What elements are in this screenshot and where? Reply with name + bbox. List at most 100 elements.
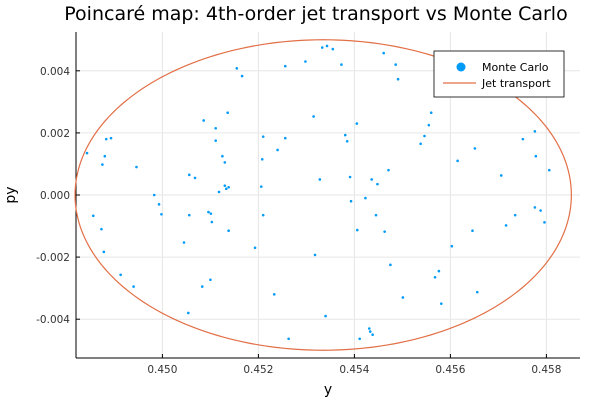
monte-carlo-point [223,161,227,164]
monte-carlo-point [547,168,551,172]
monte-carlo-point [187,213,191,217]
x-tick-label: 0.452 [243,364,273,376]
x-tick-label: 0.458 [531,364,561,376]
y-tick-label: 0.002 [40,128,70,140]
monte-carlo-point [371,333,374,337]
monte-carlo-point [320,46,324,49]
monte-carlo-point [200,285,204,288]
monte-carlo-point [187,311,190,315]
monte-carlo-point [423,134,426,138]
legend-marker-monte-carlo [456,62,466,72]
monte-carlo-point [368,330,372,333]
legend-box [433,50,565,98]
monte-carlo-point [437,269,441,273]
y-ticks: -0.004 -0.002 0.000 0.002 0.004 [36,66,80,326]
monte-carlo-point [104,137,108,141]
chart-title: Poincaré map: 4th-order jet transport vs… [64,3,567,25]
monte-carlo-point [521,137,525,141]
monte-carlo-point [387,168,390,172]
monte-carlo-point [499,174,503,177]
monte-carlo-point [160,212,163,216]
monte-carlo-point [389,263,392,267]
y-axis-label: py [3,186,19,203]
monte-carlo-point [358,337,361,341]
monte-carlo-point [103,154,107,158]
monte-carlo-point [214,126,217,130]
monte-carlo-point [152,193,156,197]
monte-carlo-point [534,154,538,158]
monte-carlo-point [429,111,433,115]
monte-carlo-point [427,123,431,127]
monte-carlo-point [202,119,205,122]
monte-carlo-point [101,163,104,166]
monte-carlo-point [221,154,224,158]
monte-carlo-point [283,136,287,140]
monte-carlo-point [394,63,397,66]
x-ticks: 0.450 0.452 0.454 0.456 0.458 [147,354,561,376]
monte-carlo-point [340,63,343,66]
monte-carlo-point [355,228,359,232]
monte-carlo-point [312,115,315,118]
monte-carlo-point [272,293,276,296]
x-axis-label: y [324,382,332,398]
monte-carlo-point [259,185,263,188]
monte-carlo-point [433,275,437,279]
legend: Monte Carlo Jet transport [433,50,565,98]
monte-carlo-point [383,230,386,233]
monte-carlo-point [209,278,212,282]
monte-carlo-point [376,182,379,186]
x-tick-label: 0.454 [339,364,369,376]
monte-carlo-point [355,122,359,125]
monte-carlo-point [207,210,210,214]
monte-carlo-point [240,74,244,78]
monte-carlo-point [382,51,385,55]
monte-carlo-point [367,327,371,330]
monte-carlo-point [119,273,122,277]
monte-carlo-point [187,173,191,177]
monte-carlo-point [209,212,213,215]
monte-carlo-point [287,337,290,341]
legend-label-jet-transport: Jet transport [481,77,551,90]
monte-carlo-point [401,296,405,299]
y-tick-label: -0.004 [36,314,70,326]
monte-carlo-point [324,314,327,318]
monte-carlo-point [193,176,197,180]
monte-carlo-point [450,244,454,248]
monte-carlo-point [343,133,347,137]
monte-carlo-point [91,214,95,218]
monte-carlo-point [370,178,373,181]
monte-carlo-point [182,241,186,244]
monte-carlo-point [475,290,479,294]
monte-carlo-point [135,165,138,169]
y-tick-label: 0.000 [40,190,70,202]
monte-carlo-point [318,178,322,181]
monte-carlo-point [504,224,508,227]
monte-carlo-point [253,246,257,250]
monte-carlo-point [157,203,161,206]
monte-carlo-point [227,185,230,189]
monte-carlo-point [533,130,537,133]
monte-carlo-point [261,135,265,138]
monte-carlo-point [364,196,367,200]
y-tick-label: -0.002 [36,252,70,264]
monte-carlo-point [419,142,422,146]
monte-carlo-point [217,190,221,194]
monte-carlo-point [313,253,317,257]
monte-carlo-point [227,229,230,233]
monte-carlo-point [109,136,113,140]
monte-carlo-point [100,227,103,231]
monte-carlo-point [261,213,265,217]
monte-carlo-point [325,44,329,48]
monte-carlo-point [348,175,352,179]
monte-carlo-point [223,184,227,187]
monte-carlo-point [132,285,135,288]
monte-carlo-point [283,64,287,68]
monte-carlo-points [85,44,551,341]
monte-carlo-point [235,67,239,70]
monte-carlo-point [349,199,353,203]
monte-carlo-point [210,220,214,224]
y-tick-label: 0.004 [40,66,70,78]
monte-carlo-point [226,111,229,115]
x-tick-label: 0.450 [147,364,177,376]
